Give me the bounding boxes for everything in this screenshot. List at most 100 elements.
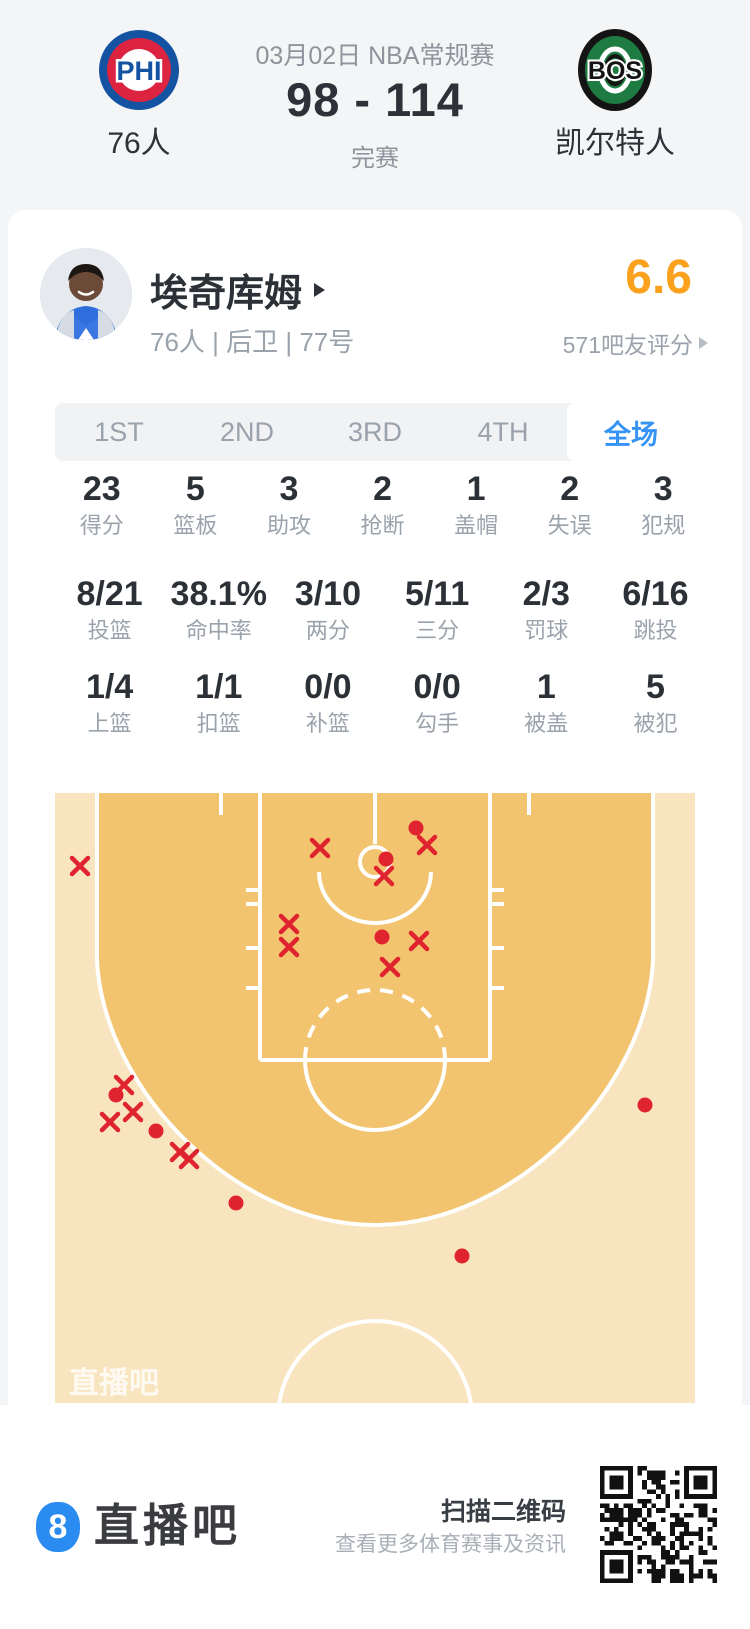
shot-make-marker xyxy=(374,929,390,945)
shot-make-marker xyxy=(408,820,424,836)
player-avatar-image xyxy=(40,248,132,340)
stat-cell: 0/0 补篮 xyxy=(273,668,382,737)
stat-value: 3 xyxy=(279,470,299,508)
stat-cell: 1/1 扣篮 xyxy=(164,668,273,737)
stat-label: 犯规 xyxy=(641,513,686,538)
stat-cell: 2/3 罚球 xyxy=(492,575,601,644)
stat-label: 跳投 xyxy=(633,618,678,643)
stat-label: 勾手 xyxy=(415,711,460,736)
stat-label: 篮板 xyxy=(173,513,218,538)
player-name[interactable]: 埃奇库姆 xyxy=(150,262,326,317)
stat-value: 5 xyxy=(185,470,205,508)
stat-value: 1 xyxy=(536,668,556,706)
team-away-name: 凯尔特人 xyxy=(555,127,675,160)
bos-team-logo-icon: BOS xyxy=(578,29,652,111)
center-circle xyxy=(277,1319,473,1403)
svg-text:PHI: PHI xyxy=(116,56,161,86)
phi-team-logo-icon: PHI xyxy=(99,30,179,110)
player-avatar[interactable] xyxy=(40,248,132,340)
stat-cell: 5 篮板 xyxy=(149,470,243,539)
stat-cell: 3 助攻 xyxy=(242,470,336,539)
match-status: 完赛 xyxy=(351,145,399,172)
tab-1st[interactable]: 1ST xyxy=(94,416,144,447)
stat-label: 命中率 xyxy=(185,618,252,643)
court-watermark: 直播吧 xyxy=(69,1367,159,1400)
rating-detail-arrow-icon xyxy=(699,337,708,349)
shot-make-marker xyxy=(228,1195,244,1211)
stat-value: 5 xyxy=(645,668,665,706)
zhibo8-badge-icon: 8 xyxy=(36,1502,80,1552)
stat-cell: 1 被盖 xyxy=(492,668,601,737)
stat-label: 扣篮 xyxy=(196,711,241,736)
shot-miss-marker xyxy=(309,837,331,859)
scan-qr-subtitle: 查看更多体育赛事及资讯 xyxy=(335,1533,566,1556)
stat-label: 抢断 xyxy=(360,513,405,538)
court-lines xyxy=(95,793,655,1403)
stat-value: 5/11 xyxy=(404,575,470,613)
stat-label: 两分 xyxy=(305,618,350,643)
shot-miss-marker xyxy=(408,930,430,952)
restricted-area-arc xyxy=(317,871,433,925)
tab-4th[interactable]: 4TH xyxy=(477,416,529,447)
player-detail-arrow-icon xyxy=(314,282,326,297)
quarter-tabbar: 1ST 2ND 3RD 4TH 全场 xyxy=(55,403,695,461)
footer-background xyxy=(0,1405,750,1629)
stat-cell: 38.1% 命中率 xyxy=(164,575,273,644)
stat-label: 三分 xyxy=(415,618,460,643)
tab-3rd[interactable]: 3RD xyxy=(347,416,402,447)
tab-全场[interactable]: 全场 xyxy=(567,403,695,461)
stats-row-shooting: 8/21 投篮 38.1% 命中率 3/10 两分 5/11 三分 2/3 罚球 6/16 跳投 xyxy=(55,575,710,644)
stat-value: 3/10 xyxy=(294,575,362,613)
court-inside-three-area xyxy=(97,793,653,1225)
zhibo8-brand: 直播吧 xyxy=(94,1500,242,1551)
shot-miss-marker xyxy=(278,913,300,935)
stat-label: 补篮 xyxy=(305,711,350,736)
stat-cell: 3/10 两分 xyxy=(273,575,382,644)
shot-miss-marker xyxy=(379,956,401,978)
team-away[interactable]: BOS 凯尔特人 xyxy=(535,28,695,162)
stat-cell: 2 失误 xyxy=(523,470,617,539)
shot-markers xyxy=(69,820,653,1264)
stat-value: 1/4 xyxy=(85,668,134,706)
shot-chart-court: 直播吧 xyxy=(55,793,695,1403)
rating-votes[interactable]: 571吧友评分 xyxy=(563,326,708,360)
shot-make-marker xyxy=(378,851,394,867)
qr-code xyxy=(600,1466,717,1583)
stat-label: 被犯 xyxy=(633,711,678,736)
stat-value: 8/21 xyxy=(76,575,143,613)
stat-value: 2/3 xyxy=(522,575,570,613)
three-point-line xyxy=(95,793,655,1228)
stat-cell: 1 盖帽 xyxy=(429,470,523,539)
stat-value: 1 xyxy=(466,470,486,508)
stat-cell: 0/0 勾手 xyxy=(383,668,492,737)
stat-value: 0/0 xyxy=(304,668,352,706)
player-rating: 6.6 xyxy=(625,251,692,304)
stat-cell: 3 犯规 xyxy=(616,470,710,539)
stat-label: 上篮 xyxy=(87,711,132,736)
shot-miss-marker xyxy=(69,855,91,877)
stat-label: 盖帽 xyxy=(454,513,499,538)
team-home-name: 76人 xyxy=(107,127,171,160)
stat-cell: 5/11 三分 xyxy=(383,575,492,644)
scoreboard-header: 03月02日 NBA常规赛 98 - 114 完赛 PHI 76人 BOS 凯尔… xyxy=(0,0,750,210)
stat-label: 助攻 xyxy=(266,513,311,538)
shot-miss-marker xyxy=(99,1111,121,1133)
tab-2nd[interactable]: 2ND xyxy=(219,416,274,447)
shot-miss-marker xyxy=(373,865,395,887)
team-home[interactable]: PHI 76人 xyxy=(59,28,219,162)
shot-make-marker xyxy=(148,1123,164,1139)
match-score: 98 - 114 xyxy=(286,73,464,126)
stat-cell: 5 被犯 xyxy=(601,668,710,737)
stat-value: 1/1 xyxy=(195,668,243,706)
stat-cell: 23 得分 xyxy=(55,470,149,539)
stat-label: 罚球 xyxy=(524,618,569,643)
stats-row-basic: 23 得分 5 篮板 3 助攻 2 抢断 1 盖帽 2 失误 3 犯规 xyxy=(55,470,710,539)
shot-make-marker xyxy=(454,1248,470,1264)
stat-label: 被盖 xyxy=(524,711,569,736)
stat-label: 得分 xyxy=(79,513,124,538)
stat-label: 失误 xyxy=(547,513,592,538)
shot-miss-marker xyxy=(122,1101,144,1123)
shot-miss-marker xyxy=(113,1074,135,1096)
stat-cell: 8/21 投篮 xyxy=(55,575,164,644)
